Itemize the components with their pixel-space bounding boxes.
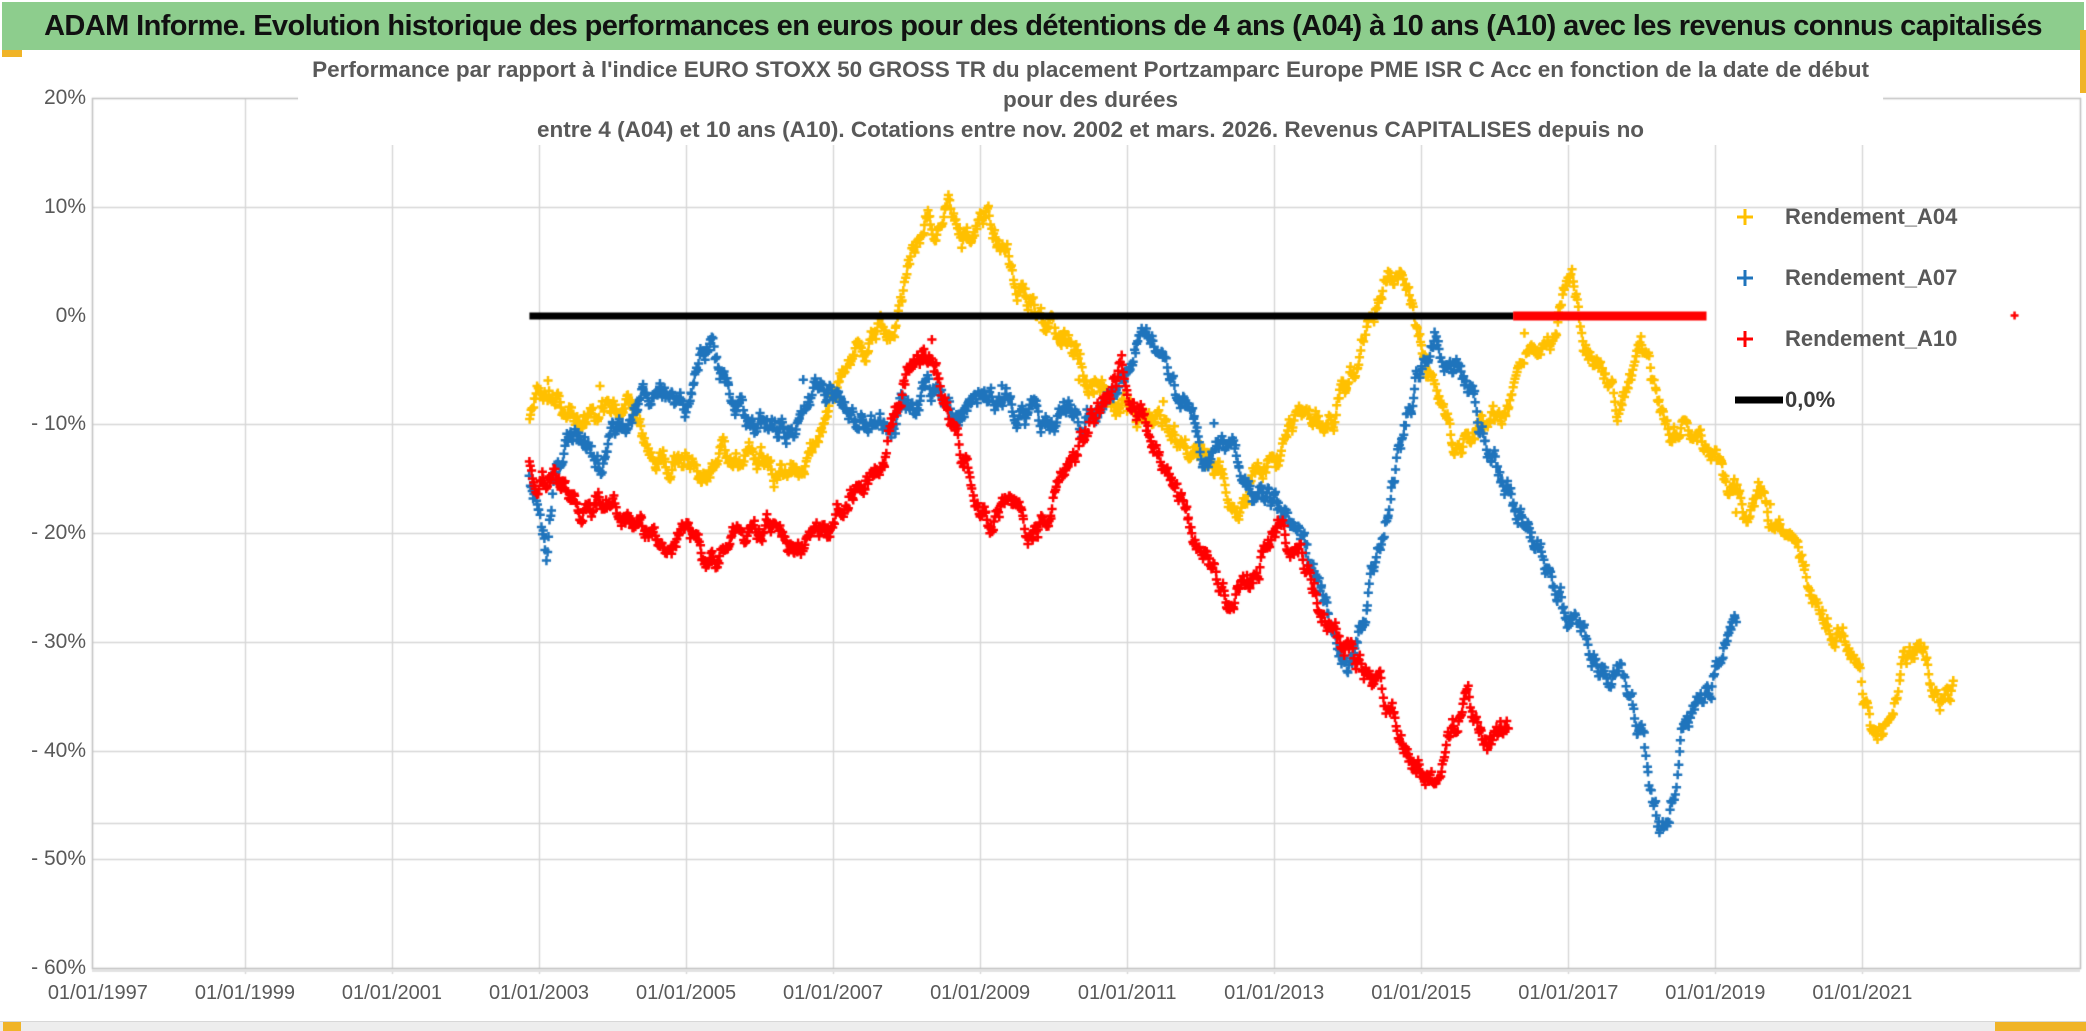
legend-item[interactable]: Rendement_A04 [1735, 186, 1957, 247]
bottom-edge-strip [0, 1021, 2086, 1031]
header-banner: ADAM Informe. Evolution historique des p… [2, 2, 2084, 50]
y-tick-label: 10% [43, 194, 86, 218]
plus-marker-icon [1735, 207, 1785, 227]
chart-title: Performance par rapport à l'indice EURO … [298, 55, 1884, 145]
chart-title-line-2: pour des durées [1003, 87, 1179, 112]
x-tick-label: 01/01/1997 [47, 982, 148, 1004]
x-tick-label: 01/01/2001 [341, 982, 442, 1004]
y-tick-label: - 60% [31, 956, 86, 979]
y-tick-label: - 40% [31, 738, 86, 762]
legend-item[interactable]: Rendement_A07 [1735, 247, 1957, 308]
legend-label: 0,0% [1785, 386, 1836, 412]
header-title: ADAM Informe. Evolution historique des p… [44, 9, 2042, 42]
chart-legend: Rendement_A04 Rendement_A07 Rendement_A10 0… [1735, 186, 1957, 430]
y-tick-label: - 20% [31, 521, 86, 544]
x-tick-label: 01/01/2013 [1224, 982, 1325, 1004]
x-tick-label: 01/01/2007 [783, 982, 884, 1004]
selection-handle-right[interactable] [2080, 30, 2086, 93]
x-tick-label: 01/01/1999 [194, 982, 295, 1004]
x-tick-label: 01/01/2009 [930, 982, 1031, 1004]
x-tick-label: 01/01/2021 [1812, 982, 1913, 1004]
selection-handle-bottom-right[interactable] [1995, 1022, 2086, 1031]
legend-item[interactable]: 0,0% [1735, 369, 1957, 430]
legend-label: Rendement_A04 [1785, 203, 1958, 229]
x-tick-label: 01/01/2017 [1518, 982, 1619, 1004]
plus-marker-icon [1735, 329, 1785, 349]
y-tick-label: - 10% [31, 412, 86, 436]
chart-title-line-3: entre 4 (A04) et 10 ans (A10). Cotations… [537, 117, 1645, 142]
chart-title-line-1: Performance par rapport à l'indice EURO … [312, 57, 1870, 82]
plus-marker-icon [1735, 268, 1785, 288]
x-tick-label: 01/01/2019 [1665, 982, 1766, 1004]
selection-handle-top-left[interactable] [2, 50, 22, 57]
y-tick-label: - 30% [31, 629, 86, 653]
x-tick-label: 01/01/2015 [1371, 982, 1472, 1004]
x-tick-label: 01/01/2003 [488, 982, 590, 1004]
legend-label: Rendement_A10 [1785, 325, 1958, 351]
y-tick-label: - 50% [31, 847, 86, 871]
y-tick-label: 0% [55, 303, 86, 327]
x-tick-label: 01/01/2011 [1077, 982, 1177, 1004]
x-tick-label: 01/01/2005 [635, 982, 737, 1004]
zero-line-swatch [1735, 395, 1785, 405]
legend-item[interactable]: Rendement_A10 [1735, 308, 1957, 369]
selection-handle-bottom-left[interactable] [3, 1022, 21, 1031]
y-tick-label: 20% [43, 86, 86, 109]
legend-label: Rendement_A07 [1785, 264, 1958, 290]
